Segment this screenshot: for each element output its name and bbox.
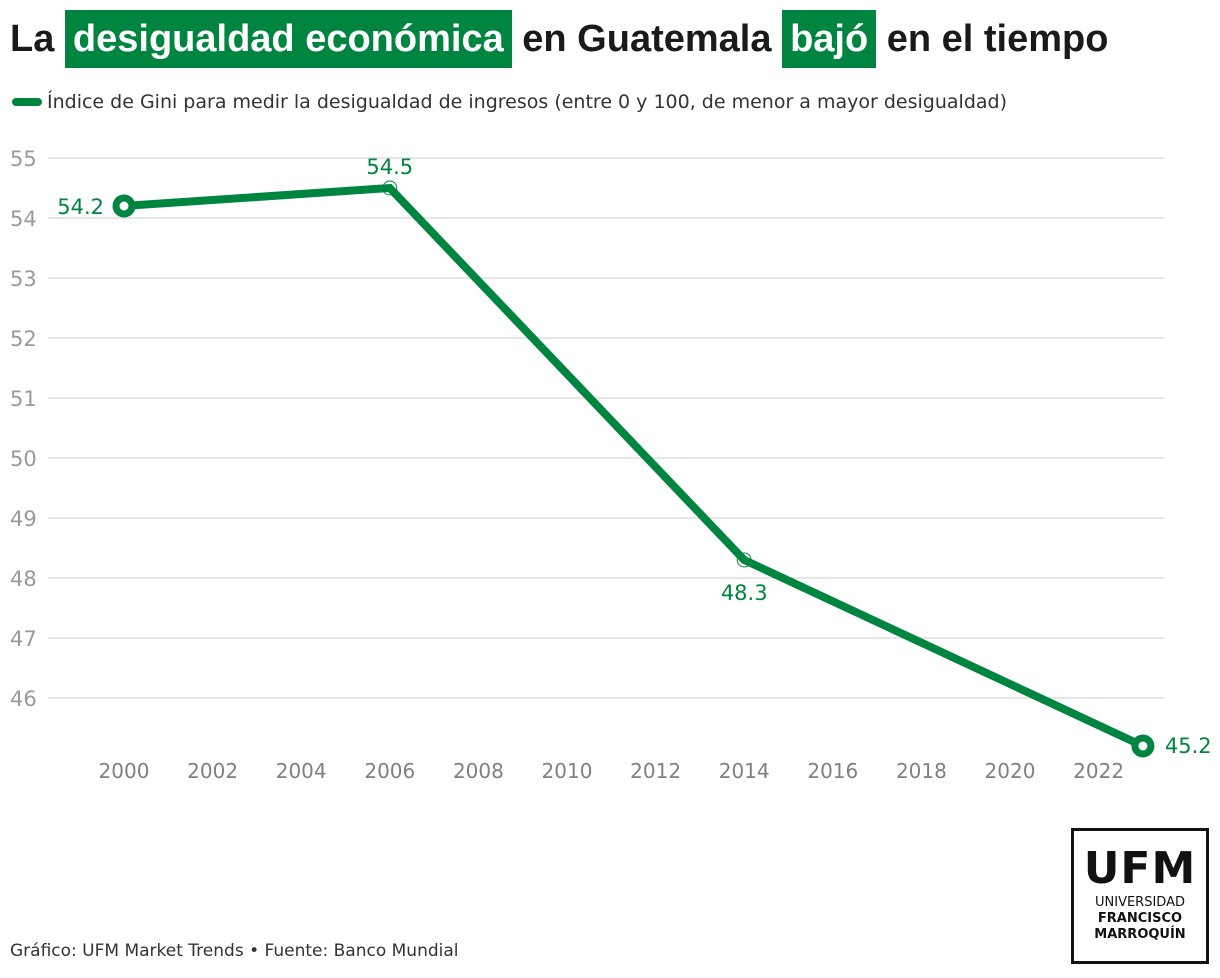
data-label-2006: 54.5 [366,155,413,179]
data-labels: 54.2 54.5 48.3 45.2 [57,155,1211,758]
y-tick-label-53: 53 [10,267,37,291]
title-part-1: La [10,18,55,60]
legend-swatch [12,98,42,106]
y-tick-label-50: 50 [10,447,37,471]
x-tick-label-2006: 2006 [364,759,415,783]
title-part-2: en Guatemala [522,18,772,60]
legend-label: Índice de Gini para medir la desigualdad… [47,91,1007,113]
x-tick-label-2016: 2016 [807,759,858,783]
x-tick-label-2000: 2000 [99,759,150,783]
y-tick-label-55: 55 [10,147,37,171]
y-tick-label-52: 52 [10,327,37,351]
logo-line-2: FRANCISCO [1097,911,1183,926]
x-tick-label-2008: 2008 [453,759,504,783]
data-label-2014: 48.3 [721,581,768,605]
x-tick-label-2018: 2018 [896,759,947,783]
y-tick-label-51: 51 [10,387,37,411]
title-part-3: en el tiempo [886,18,1109,60]
data-point-2000 [112,194,136,218]
legend: Índice de Gini para medir la desigualdad… [12,91,1007,113]
logo-ufm: UFM [1083,843,1197,894]
chart-title: La desigualdad económica en Guatemala ba… [10,10,1108,68]
series-gini [112,180,1155,758]
gridlines [48,157,1164,699]
footer-source: Gráfico: UFM Market Trends • Fuente: Ban… [10,941,459,961]
x-tick-label-2022: 2022 [1073,759,1124,783]
data-point-2023 [1131,734,1155,758]
logo-line-3: MARROQUÍN [1094,927,1186,942]
y-tick-label-48: 48 [10,567,37,591]
x-tick-label-2014: 2014 [719,759,770,783]
y-tick-label-46: 46 [10,687,37,711]
data-point-2006 [382,180,398,196]
data-point-2014 [736,552,752,568]
ufm-logo: UFM UNIVERSIDAD FRANCISCO MARROQUÍN [1071,828,1209,964]
data-label-2023: 45.2 [1165,734,1212,758]
y-tick-label-54: 54 [10,207,37,231]
y-tick-label-47: 47 [10,627,37,651]
y-axis-ticks: 46 47 48 49 50 51 52 53 54 55 [10,147,37,711]
series-line [123,183,1145,750]
x-tick-label-2012: 2012 [630,759,681,783]
x-tick-label-2002: 2002 [187,759,238,783]
title-highlight-inequality: desigualdad económica [64,10,512,68]
logo-line-1: UNIVERSIDAD [1095,895,1185,910]
x-tick-label-2004: 2004 [276,759,327,783]
x-tick-label-2020: 2020 [985,759,1036,783]
x-tick-label-2010: 2010 [542,759,593,783]
x-axis-ticks: 2000 2002 2004 2006 2008 2010 2012 2014 2016 2018… [99,759,1125,783]
data-label-2000: 54.2 [57,195,104,219]
y-tick-label-49: 49 [10,507,37,531]
title-highlight-decreased: bajó [782,10,877,68]
